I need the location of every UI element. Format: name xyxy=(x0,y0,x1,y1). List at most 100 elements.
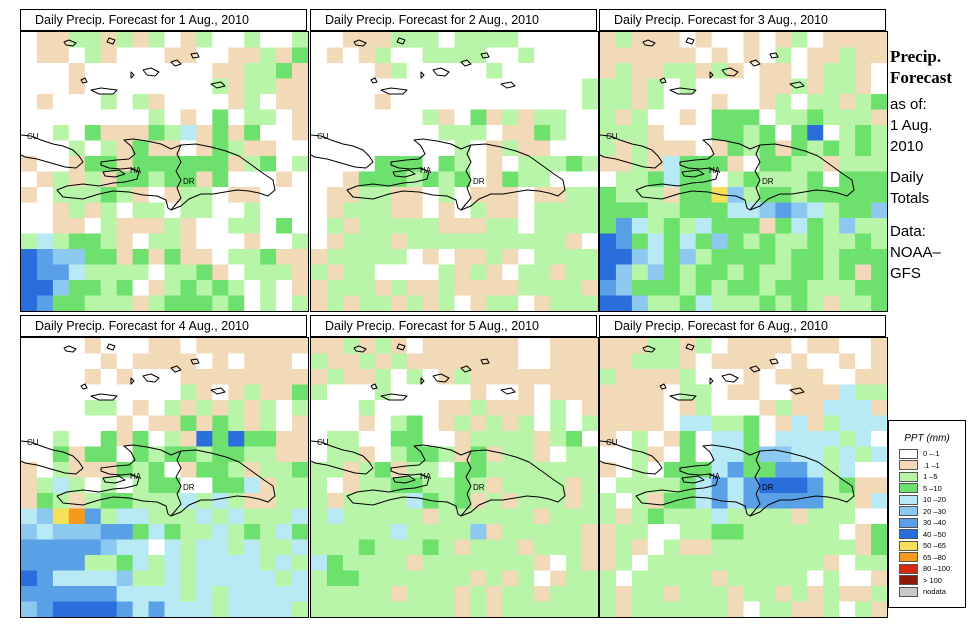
grid-cell xyxy=(518,171,535,188)
panel-title-text: Daily Precip. Forecast for 4 Aug., 2010 xyxy=(35,319,249,333)
grid-cell xyxy=(550,218,567,235)
grid-cell xyxy=(566,187,583,204)
grid-cell xyxy=(180,353,197,370)
grid-cell xyxy=(759,140,776,157)
grid-cell xyxy=(116,555,134,572)
grid-cell xyxy=(52,353,70,370)
grid-cell xyxy=(276,586,293,603)
hispaniola-coastline xyxy=(56,138,276,211)
grid-cell xyxy=(84,384,102,401)
islet-outline xyxy=(681,475,705,484)
label-cuba: CU xyxy=(317,132,329,141)
grid-cell xyxy=(711,415,729,432)
grid-cell xyxy=(615,508,633,525)
grid-cell xyxy=(374,78,392,95)
grid-cell xyxy=(679,295,697,311)
grid-cell xyxy=(438,539,456,556)
grid-cell xyxy=(615,586,633,603)
grid-cell xyxy=(342,539,360,556)
grid-cell xyxy=(807,109,824,126)
grid-cell xyxy=(615,601,633,617)
grid-cell xyxy=(390,431,408,448)
grid-cell xyxy=(823,32,840,49)
grid-cell xyxy=(615,140,633,157)
grid-cell xyxy=(116,493,134,510)
grid-cell xyxy=(260,369,277,386)
grid-cell xyxy=(132,171,150,188)
grid-cell xyxy=(180,140,197,157)
grid-cell xyxy=(100,125,118,142)
grid-cell xyxy=(855,570,872,587)
grid-cell xyxy=(727,384,745,401)
grid-cell xyxy=(244,477,261,494)
grid-cell xyxy=(68,586,86,603)
grid-cell xyxy=(438,555,456,572)
grid-cell xyxy=(518,233,535,250)
grid-cell xyxy=(807,384,824,401)
label-cuba: CU xyxy=(606,132,618,141)
grid-cell xyxy=(342,140,360,157)
grid-cell xyxy=(502,94,519,111)
grid-cell xyxy=(727,125,745,142)
grid-cell xyxy=(84,462,102,479)
grid-cell xyxy=(647,125,665,142)
grid-cell xyxy=(36,462,54,479)
grid-cell xyxy=(711,264,729,281)
grid-cell xyxy=(244,415,261,432)
grid-cell xyxy=(164,156,182,173)
grid-cell xyxy=(663,295,681,311)
grid-cell xyxy=(212,493,229,510)
grid-cell xyxy=(326,171,344,188)
grid-cell xyxy=(823,249,840,266)
grid-cell xyxy=(855,47,872,64)
islet-outline xyxy=(460,59,472,67)
grid-cell xyxy=(311,94,328,111)
grid-cell xyxy=(52,477,70,494)
grid-cell xyxy=(68,94,86,111)
grid-cell xyxy=(855,280,872,297)
grid-cell xyxy=(311,539,328,556)
grid-cell xyxy=(631,264,649,281)
grid-cell xyxy=(711,32,729,49)
grid-cell xyxy=(84,446,102,463)
grid-cell xyxy=(470,570,487,587)
grid-cell xyxy=(486,508,503,525)
grid-cell xyxy=(406,125,424,142)
grid-cell xyxy=(518,218,535,235)
grid-cell xyxy=(791,202,808,219)
grid-cell xyxy=(148,462,166,479)
grid-cell xyxy=(244,140,261,157)
grid-cell xyxy=(615,446,633,463)
grid-cell xyxy=(807,295,824,311)
grid-cell xyxy=(502,601,519,617)
grid-cell xyxy=(148,249,166,266)
grid-cell xyxy=(406,233,424,250)
grid-cell xyxy=(695,508,713,525)
grid-cell xyxy=(454,586,472,603)
grid-cell xyxy=(132,353,150,370)
grid-cell xyxy=(502,109,519,126)
grid-cell xyxy=(566,508,583,525)
islet-outline xyxy=(480,52,490,59)
islet-outline xyxy=(460,365,472,373)
grid-cell xyxy=(84,353,102,370)
grid-cell xyxy=(406,555,424,572)
grid-cell xyxy=(148,94,166,111)
grid-cell xyxy=(454,94,472,111)
grid-cell xyxy=(148,586,166,603)
grid-cell xyxy=(871,369,887,386)
grid-cell xyxy=(839,446,856,463)
grid-cell xyxy=(615,187,633,204)
grid-cell xyxy=(196,462,213,479)
grid-cell xyxy=(390,187,408,204)
grid-cell xyxy=(228,47,245,64)
grid-cell xyxy=(84,586,102,603)
grid-cell xyxy=(68,295,86,311)
grid-cell xyxy=(342,280,360,297)
grid-cell xyxy=(68,47,86,64)
grid-cell xyxy=(839,462,856,479)
grid-cell xyxy=(422,295,440,311)
legend-label: > 100 xyxy=(923,575,942,585)
grid-cell xyxy=(196,586,213,603)
grid-cell xyxy=(422,508,440,525)
